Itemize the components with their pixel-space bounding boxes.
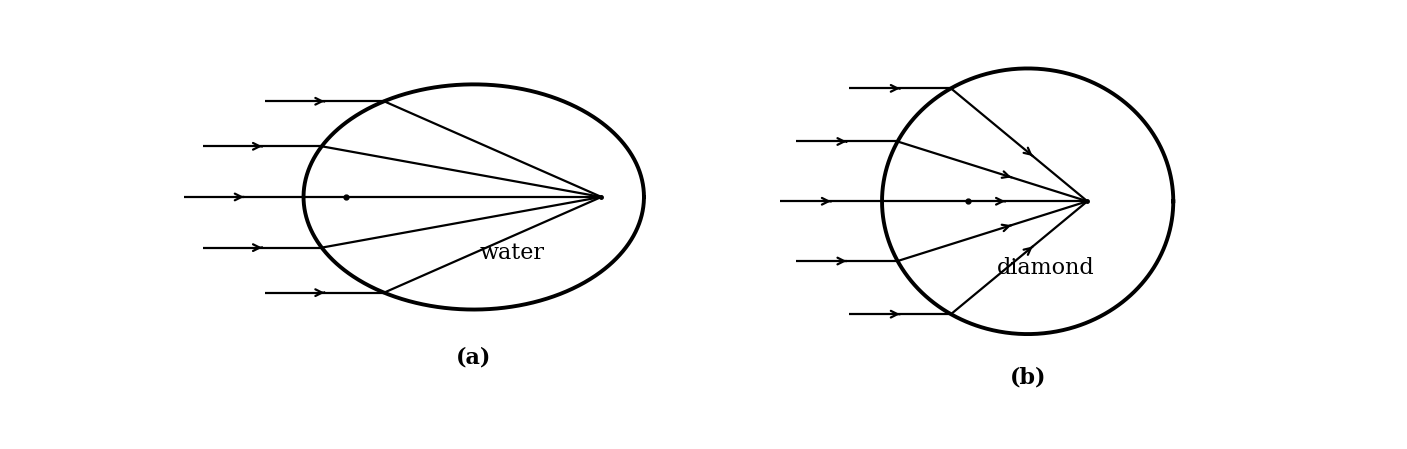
Text: water: water [480,242,545,264]
Text: (a): (a) [456,347,491,369]
Text: diamond: diamond [996,257,1095,279]
Text: (b): (b) [1009,366,1045,388]
